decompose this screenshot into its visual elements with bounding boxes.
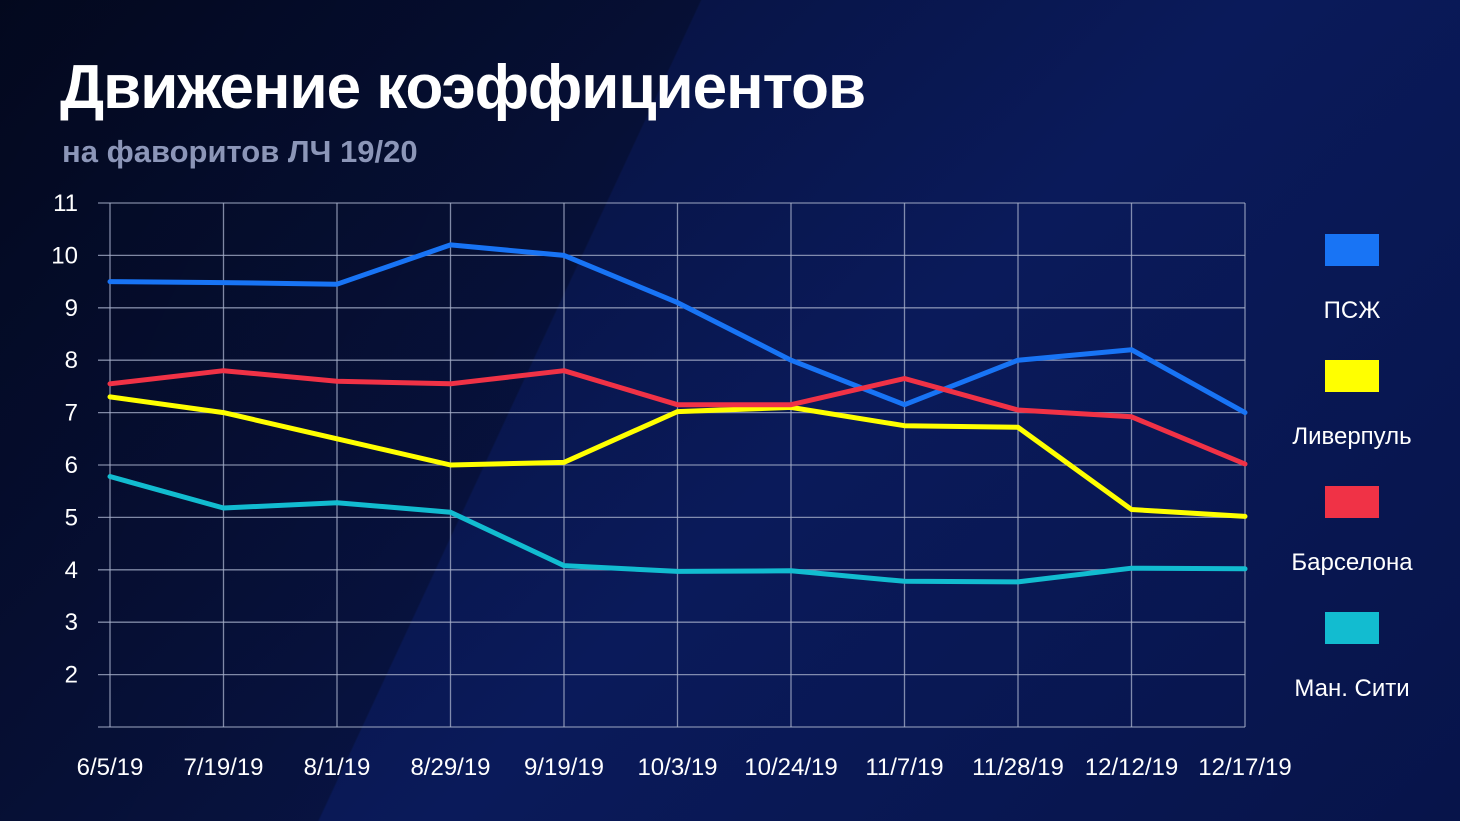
legend-swatch — [1325, 486, 1379, 518]
series-line-3 — [107, 368, 1248, 467]
x-tick-label: 7/19/19 — [183, 754, 263, 781]
series-line-1 — [107, 242, 1248, 416]
y-tick-label: 9 — [65, 295, 78, 322]
x-tick-label: 10/3/19 — [637, 754, 717, 781]
page-subtitle: на фаворитов ЛЧ 19/20 — [62, 134, 418, 169]
legend-label: Ливерпуль — [1292, 423, 1411, 450]
x-tick-label: 9/19/19 — [524, 754, 604, 781]
x-tick-label: 11/28/19 — [972, 754, 1064, 781]
x-tick-label: 8/1/19 — [304, 754, 371, 781]
x-tick-label: 8/29/19 — [410, 754, 490, 781]
series-line-2 — [107, 394, 1248, 519]
x-tick-label: 12/12/19 — [1085, 754, 1178, 781]
y-axis-ticks: 2 3 4 5 6 7 8 9 10 11 — [51, 190, 78, 689]
x-tick-label: 10/24/19 — [744, 754, 837, 781]
series-lines — [107, 242, 1248, 585]
legend-swatch — [1325, 360, 1379, 392]
y-tick-label: 6 — [65, 452, 78, 479]
y-tick-label: 8 — [65, 347, 78, 374]
y-tick-label: 11 — [53, 190, 78, 217]
y-tick-label: 7 — [65, 400, 78, 427]
legend: ПСЖ Ливерпуль Барселона Ман. Сити — [1291, 234, 1413, 702]
y-tick-label: 3 — [65, 609, 78, 636]
y-tick-label: 4 — [65, 557, 78, 584]
legend-label: Барселона — [1291, 549, 1413, 576]
page-title: Движение коэффициентов — [60, 53, 866, 122]
legend-swatch — [1325, 234, 1379, 266]
x-axis-ticks: 6/5/19 7/19/19 8/1/19 8/29/19 9/19/19 10/3/19… — [77, 754, 1292, 781]
legend-swatch — [1325, 612, 1379, 644]
series-line-4 — [107, 474, 1248, 585]
y-tick-label: 5 — [65, 504, 78, 531]
y-tick-label: 2 — [65, 662, 78, 689]
x-tick-label: 11/7/19 — [865, 754, 943, 781]
legend-label: ПСЖ — [1324, 297, 1381, 324]
legend-label: Ман. Сити — [1294, 675, 1409, 702]
x-tick-label: 12/17/19 — [1198, 754, 1291, 781]
y-tick-label: 10 — [51, 242, 78, 269]
x-tick-label: 6/5/19 — [77, 754, 144, 781]
